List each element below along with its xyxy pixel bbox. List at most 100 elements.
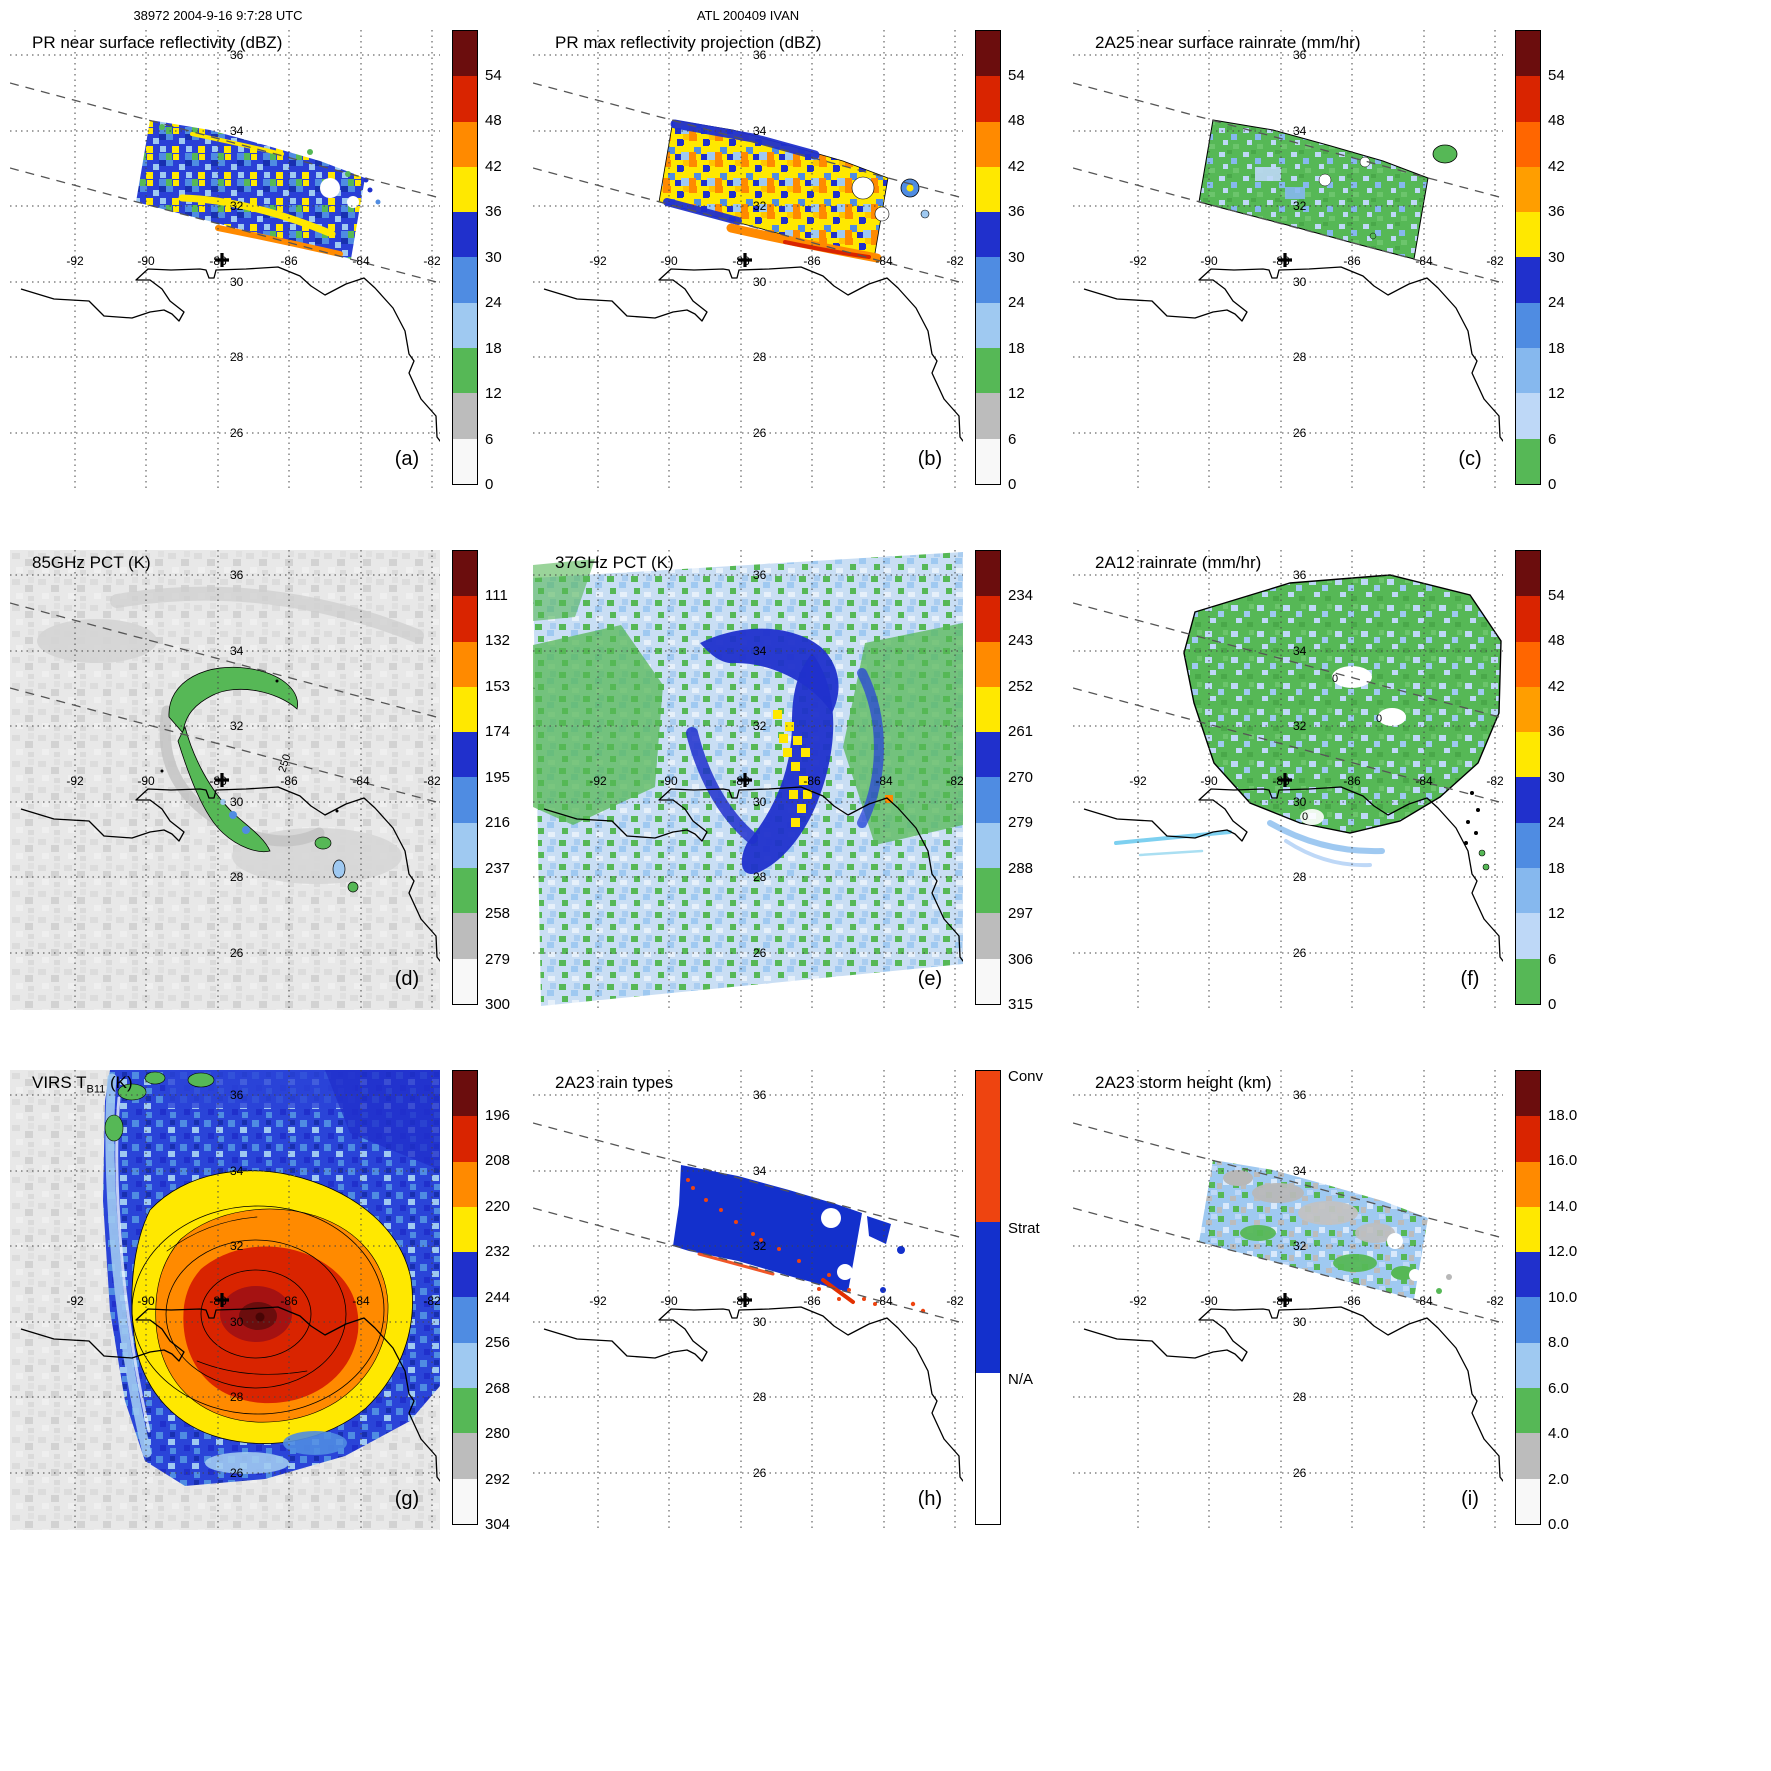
panel-letter: (i): [1461, 1488, 1479, 1510]
colorbar-tick: 36: [1548, 203, 1565, 220]
panel-letter: (a): [395, 448, 419, 470]
colorbar-segment: [453, 822, 477, 869]
lat-label: 32: [753, 199, 767, 213]
colorbar-segment: [976, 302, 1000, 349]
panel-title-text: 85GHz PCT (K): [32, 553, 151, 572]
lat-label: 36: [1293, 1088, 1307, 1102]
coastline: [1083, 266, 1503, 443]
swath-edge-lines: [10, 82, 440, 284]
colorbar-segment: [1516, 732, 1540, 778]
panel-g: -92-90-88-86-84-82363432302826(g)1962082…: [10, 1070, 540, 1590]
storm-center-marker: [738, 253, 752, 267]
lon-label: -90: [660, 774, 678, 788]
lat-label: 28: [753, 350, 767, 364]
lat-label: 36: [230, 1088, 244, 1102]
data-field: [1198, 119, 1458, 260]
panel-letter: (f): [1461, 968, 1480, 990]
lon-label: -90: [1200, 1294, 1218, 1308]
colorbar-segment: [1516, 913, 1540, 959]
panel-letter: (c): [1458, 448, 1481, 470]
colorbar-tick: 315: [1008, 996, 1034, 1013]
colorbar-tick: 279: [1008, 814, 1034, 831]
colorbar-segment: [976, 166, 1000, 213]
lat-label: 28: [753, 1390, 767, 1404]
panel-title-text: 2A25 near surface rainrate (mm/hr): [1095, 33, 1361, 52]
lat-label: 30: [230, 795, 244, 809]
colorbar-segment: [976, 1222, 1000, 1373]
lon-label: -84: [352, 254, 370, 268]
colorbar-tick: 243: [1008, 632, 1034, 649]
lon-label: -92: [1129, 254, 1147, 268]
colorbar-tick: 36: [1008, 203, 1025, 220]
colorbar-segment: [1516, 596, 1540, 642]
colorbar-tick: 36: [485, 203, 502, 220]
lat-label: 34: [753, 124, 767, 138]
colorbar-segment: [976, 212, 1000, 258]
colorbar-segment: [976, 438, 1000, 484]
swath-edge-line: [533, 1122, 963, 1239]
lon-label: -92: [589, 774, 607, 788]
colorbar-segment: [453, 348, 477, 394]
colorbar-segment: [976, 822, 1000, 869]
lon-label: -82: [423, 1294, 440, 1308]
lon-label: -84: [352, 1294, 370, 1308]
lat-label: 30: [1293, 275, 1307, 289]
lat-label: 32: [1293, 1239, 1307, 1253]
lat-label: 26: [753, 946, 767, 960]
colorbar-segment: [453, 302, 477, 349]
lon-label: -90: [1200, 254, 1218, 268]
lat-label: 26: [1293, 426, 1307, 440]
colorbar-tick: 48: [1548, 112, 1565, 129]
panel-title-text: PR near surface reflectivity (dBZ): [32, 33, 283, 52]
lon-label: -84: [352, 774, 370, 788]
colorbar-segment: [1516, 1071, 1540, 1117]
data-field: [10, 1070, 440, 1530]
colorbar-segment: [976, 686, 1000, 733]
colorbar-tick: 12: [485, 385, 502, 402]
panel-b-colorbar: [975, 30, 1001, 485]
colorbar-tick: 220: [485, 1197, 511, 1215]
lon-label: -86: [803, 1294, 821, 1308]
colorbar-segment: [453, 1297, 477, 1343]
data-field: [658, 119, 930, 263]
header-storm-id: ATL 200409 IVAN: [696, 8, 800, 23]
colorbar-segment: [1516, 393, 1540, 439]
swath-edge-line: [10, 167, 440, 284]
colorbar-tick: 234: [1008, 586, 1034, 604]
panel-title-post: (K): [105, 1073, 133, 1092]
colorbar-category-label: N/A: [1008, 1371, 1034, 1389]
colorbar-segment: [1516, 31, 1540, 77]
colorbar-tick: 42: [1008, 157, 1025, 175]
lat-label: 30: [753, 1315, 767, 1329]
colorbar-segment: [453, 31, 477, 77]
colorbar-segment: [1516, 257, 1540, 303]
colorbar-segment: [453, 1433, 477, 1479]
lon-label: -84: [875, 774, 893, 788]
colorbar-tick: 16.0: [1548, 1152, 1578, 1169]
coastline: [20, 266, 440, 443]
colorbar-tick: 36: [1548, 723, 1565, 740]
colorbar-segment: [1516, 1116, 1540, 1162]
panel-title-pre: VIRS T: [32, 1073, 87, 1092]
colorbar-segment: [1516, 1433, 1540, 1479]
colorbar-segment: [976, 348, 1000, 394]
colorbar-tick: 42: [1548, 157, 1565, 175]
lat-label: 32: [753, 1239, 767, 1253]
colorbar-segment: [1516, 438, 1540, 484]
panel-c-colorbar: [1515, 30, 1541, 485]
colorbar-tick: 12.0: [1548, 1243, 1578, 1260]
lat-label: 36: [1293, 48, 1307, 62]
swath-edge-lines: [1073, 82, 1503, 284]
colorbar-segment: [976, 393, 1000, 439]
colorbar-segment: [1516, 686, 1540, 733]
lat-label: 26: [753, 426, 767, 440]
panel-d-colorbar: [452, 550, 478, 1005]
lat-label: 30: [1293, 795, 1307, 809]
colorbar-tick: 195: [485, 768, 511, 786]
lon-label: -90: [137, 774, 155, 788]
